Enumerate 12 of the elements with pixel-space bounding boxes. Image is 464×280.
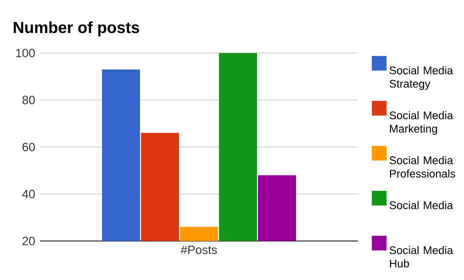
legend-label: Social Media [390,201,454,210]
y-tick-label: 80 [22,96,35,104]
legend-label: Social Media Marketing [390,111,454,135]
legend-label: Social Media Hub [390,246,454,268]
y-tick-label: 40 [22,190,35,198]
legend-label: Social Media Professionals [390,156,456,178]
y-tick-label: 20 [22,236,35,246]
x-tick-label: #Posts [180,246,217,254]
legend-label: Social Media Strategy [390,66,454,90]
chart-title: Number of posts [14,21,140,36]
y-tick-label: 60 [22,142,35,152]
y-tick-label: 100 [16,48,35,58]
